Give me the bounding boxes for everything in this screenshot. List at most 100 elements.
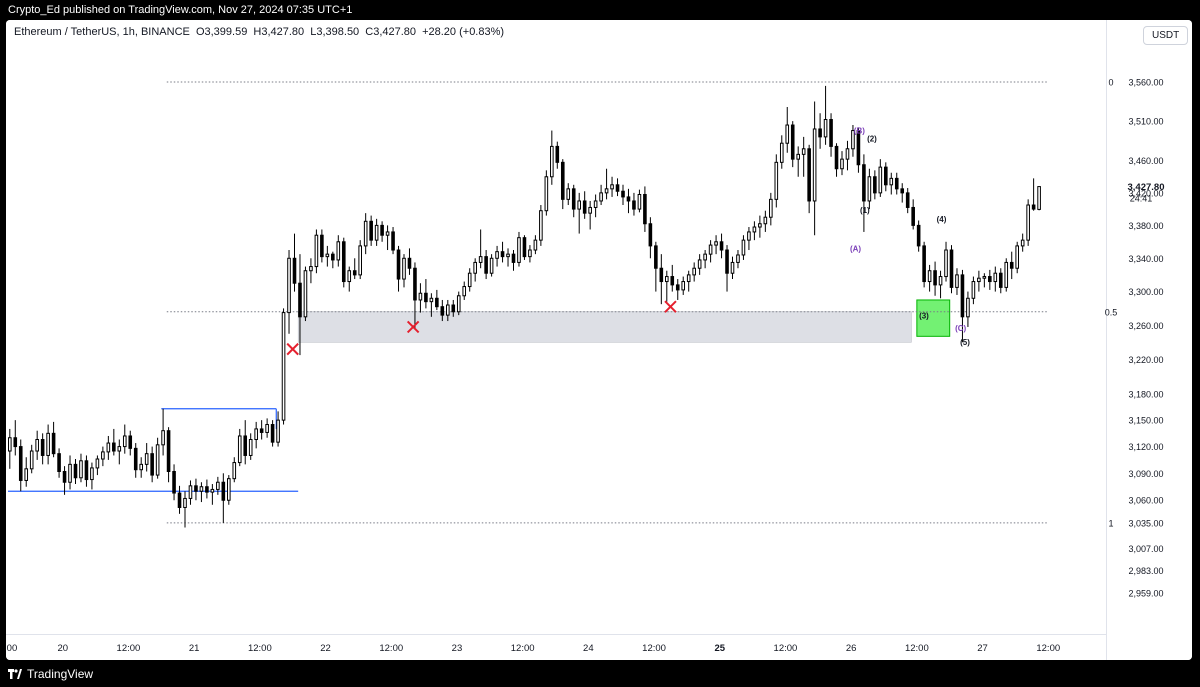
time-tick-label: 26 <box>846 643 857 654</box>
candle-down <box>643 193 647 225</box>
candle-down <box>571 188 576 210</box>
candle-up <box>216 481 220 490</box>
price-chart[interactable]: 0 0.5 1 (B)(2) (1) (A) (4) (3) (C) (5) 3,560.00 3,5… <box>6 20 1192 660</box>
chart-panel[interactable]: 0 0.5 1 (B) (2) (1) (A) (4) (3) (C) (5) 3,560.00 3,5… <box>6 20 1192 660</box>
candle-up <box>550 145 554 178</box>
candle-down <box>615 184 620 192</box>
candle-down <box>13 437 18 448</box>
candle-up <box>248 439 253 456</box>
candle-up <box>528 249 532 258</box>
candle-up <box>237 435 242 464</box>
candle-down <box>243 435 248 456</box>
candle-up <box>730 261 735 274</box>
price-tick-label: 3,090.00 <box>1128 469 1163 479</box>
candle-up <box>336 241 341 261</box>
cross-stroke <box>406 320 420 334</box>
candle-down <box>911 206 915 226</box>
price-tick-label: 2,983.00 <box>1128 566 1163 576</box>
candle-up <box>741 239 746 256</box>
candle-down <box>670 276 675 286</box>
candle-down <box>648 223 653 247</box>
candle-up <box>747 231 751 241</box>
candle-up <box>708 244 713 255</box>
candle-up <box>769 198 773 218</box>
candle-up <box>1004 261 1009 288</box>
candle-up <box>325 253 330 258</box>
candle-up <box>823 119 828 138</box>
candle-down <box>128 435 133 449</box>
wave-label-4: (4) <box>937 215 947 224</box>
candle-down <box>818 128 822 138</box>
candle-down <box>922 245 926 283</box>
time-tick-label: 12:00 <box>379 643 403 654</box>
cross-marker-0 <box>286 342 299 356</box>
candle-up <box>588 206 592 214</box>
candle-up <box>758 223 762 228</box>
price-tick-label: 3,380.00 <box>1128 221 1163 231</box>
candle-up <box>1015 245 1020 269</box>
candle-up <box>265 424 269 433</box>
bar-countdown-label: 24:41 <box>1130 194 1153 204</box>
time-tick-label: 20 <box>57 643 68 654</box>
time-tick-label: 12:00 <box>642 643 666 654</box>
target-zone-1 <box>916 299 951 337</box>
candle-down <box>933 270 937 286</box>
candle-down <box>873 176 877 194</box>
candle-down <box>172 470 176 494</box>
candle-down <box>112 442 116 452</box>
candle-up <box>287 257 291 314</box>
candle-up <box>785 124 790 144</box>
candle-down <box>205 486 209 493</box>
candle-down <box>73 463 78 479</box>
candle-up <box>358 245 362 276</box>
wave-label-3: (A) <box>850 245 861 254</box>
cross-stroke <box>286 342 299 356</box>
candle-up <box>637 193 642 210</box>
candle-up <box>977 277 981 283</box>
candle-up <box>851 130 855 150</box>
candle-down <box>560 161 565 200</box>
candle-up <box>303 270 308 318</box>
tradingview-brand[interactable]: TradingView <box>8 667 93 681</box>
candle-up <box>692 267 696 276</box>
candle-down <box>352 270 357 276</box>
time-tick-label: 12:00 <box>774 643 798 654</box>
candle-down <box>725 249 729 274</box>
candle-down <box>555 145 560 163</box>
candle-up <box>517 237 521 263</box>
candle-down <box>500 251 505 258</box>
candle-up <box>155 444 160 476</box>
candle-up <box>68 463 72 483</box>
price-tick-label: 3,120.00 <box>1128 442 1163 452</box>
price-tick-label: 3,035.00 <box>1128 518 1163 528</box>
candle-down <box>659 267 664 283</box>
candle-up <box>46 432 50 456</box>
candle-up <box>506 253 510 258</box>
cross-stroke <box>664 300 677 313</box>
candle-down <box>900 188 905 194</box>
candle-down <box>582 200 587 214</box>
candle-down <box>998 272 1003 288</box>
candle-down <box>221 481 226 501</box>
candle-up <box>276 419 280 443</box>
candle-up <box>106 442 111 453</box>
candle-down <box>270 424 275 443</box>
candle-up <box>144 453 149 465</box>
candle-up <box>779 142 784 163</box>
candle-down <box>133 447 138 471</box>
candle-up <box>752 226 757 233</box>
candle-down <box>341 241 346 283</box>
price-tick-label: 3,300.00 <box>1128 287 1163 297</box>
candle-up <box>889 177 894 186</box>
candle-down <box>396 249 401 280</box>
candle-up <box>845 148 850 160</box>
candle-down <box>40 439 45 456</box>
candle-up <box>309 266 313 272</box>
wave-label-6: (C) <box>955 324 966 333</box>
currency-button[interactable]: USDT <box>1143 26 1189 45</box>
wave-label-0: (B) <box>854 127 865 136</box>
price-tick-label: 3,007.00 <box>1128 544 1163 554</box>
candle-up <box>801 148 806 155</box>
candle-up <box>473 261 477 274</box>
price-tick-label: 3,220.00 <box>1128 355 1163 365</box>
